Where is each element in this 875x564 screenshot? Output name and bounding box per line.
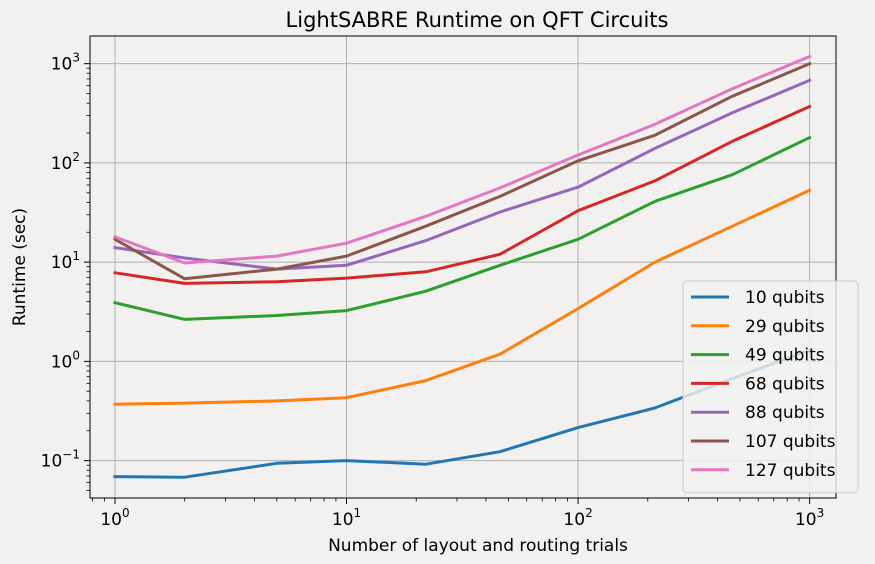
legend-label: 29 qubits: [745, 317, 825, 337]
chart-title: LightSABRE Runtime on QFT Circuits: [286, 8, 669, 32]
legend-label: 68 qubits: [745, 374, 825, 394]
legend-label: 88 qubits: [745, 403, 825, 423]
series-line-4: [113, 104, 812, 285]
x-tick-label: 101: [332, 506, 361, 530]
x-tick-label: 102: [563, 506, 592, 530]
series-line-3: [113, 135, 812, 321]
legend-label: 107 qubits: [745, 432, 836, 452]
y-tick-label: 10−1: [41, 448, 80, 472]
series-line-2: [113, 188, 812, 406]
legend: 10 qubits 29 qubits 49 qubits 68 qubits 88 q…: [682, 280, 859, 494]
legend-label: 10 qubits: [745, 288, 825, 308]
x-axis-label: Number of layout and routing trials: [328, 536, 628, 556]
series-line-5: [113, 78, 812, 271]
y-tick-label: 103: [51, 51, 80, 75]
plot-frame: [89, 35, 837, 499]
legend-label: 49 qubits: [745, 346, 825, 366]
y-tick-label: 101: [51, 249, 80, 273]
series-line-6: [112, 61, 812, 281]
legend-label: 127 qubits: [745, 461, 836, 481]
x-tick-label: 100: [100, 506, 129, 530]
series-line-7: [113, 54, 812, 265]
y-tick-label: 102: [51, 150, 80, 174]
y-axis-label: Runtime (sec): [10, 208, 30, 326]
ticks: 100 101 102 103 10−1 100 101 102 103: [41, 51, 825, 530]
y-tick-label: 100: [51, 348, 80, 372]
x-tick-label: 103: [795, 506, 824, 530]
